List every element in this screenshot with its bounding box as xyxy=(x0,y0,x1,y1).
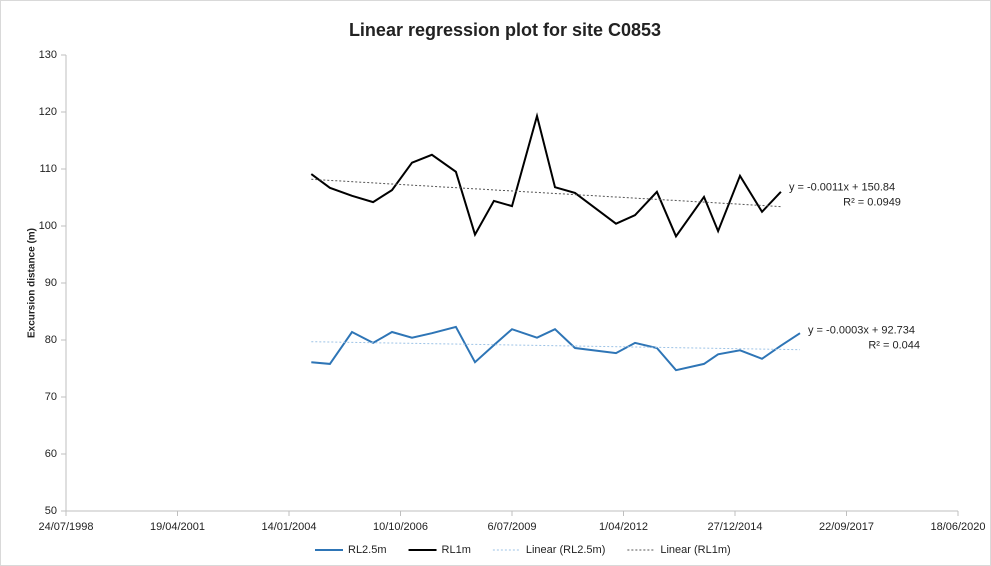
y-tick-label: 90 xyxy=(45,277,57,289)
x-tick-label: 14/01/2004 xyxy=(261,521,316,533)
y-tick-label: 50 xyxy=(45,505,57,517)
chart-title: Linear regression plot for site C0853 xyxy=(349,20,661,40)
y-tick-label: 130 xyxy=(39,49,57,61)
y-tick-label: 60 xyxy=(45,448,57,460)
trend-equation: y = -0.0011x + 150.84 xyxy=(789,182,895,194)
series-line xyxy=(310,112,782,239)
legend-label: RL2.5m xyxy=(348,544,387,556)
x-tick-label: 6/07/2009 xyxy=(488,521,537,533)
legend-label: Linear (RL1m) xyxy=(660,544,730,556)
y-axis-label: Excursion distance (m) xyxy=(27,228,38,338)
trend-equation: y = -0.0003x + 92.734 xyxy=(808,325,915,337)
y-tick-label: 110 xyxy=(39,163,57,175)
trend-line xyxy=(311,341,801,351)
x-tick-label: 24/07/1998 xyxy=(38,521,93,533)
y-tick-label: 70 xyxy=(45,391,57,403)
legend-label: Linear (RL2.5m) xyxy=(526,544,605,556)
x-tick-label: 22/09/2017 xyxy=(819,521,874,533)
y-tick-label: 120 xyxy=(39,106,57,118)
x-tick-label: 19/04/2001 xyxy=(150,521,205,533)
x-tick-label: 1/04/2012 xyxy=(599,521,648,533)
x-tick-label: 10/10/2006 xyxy=(373,521,428,533)
y-tick-label: 100 xyxy=(39,220,57,232)
x-tick-label: 27/12/2014 xyxy=(707,521,762,533)
legend-label: RL1m xyxy=(442,544,471,556)
trend-r2: R² = 0.044 xyxy=(868,340,920,352)
y-tick-label: 80 xyxy=(45,334,57,346)
x-tick-label: 18/06/2020 xyxy=(930,521,985,533)
series-line xyxy=(311,325,801,372)
trend-r2: R² = 0.0949 xyxy=(843,197,901,209)
